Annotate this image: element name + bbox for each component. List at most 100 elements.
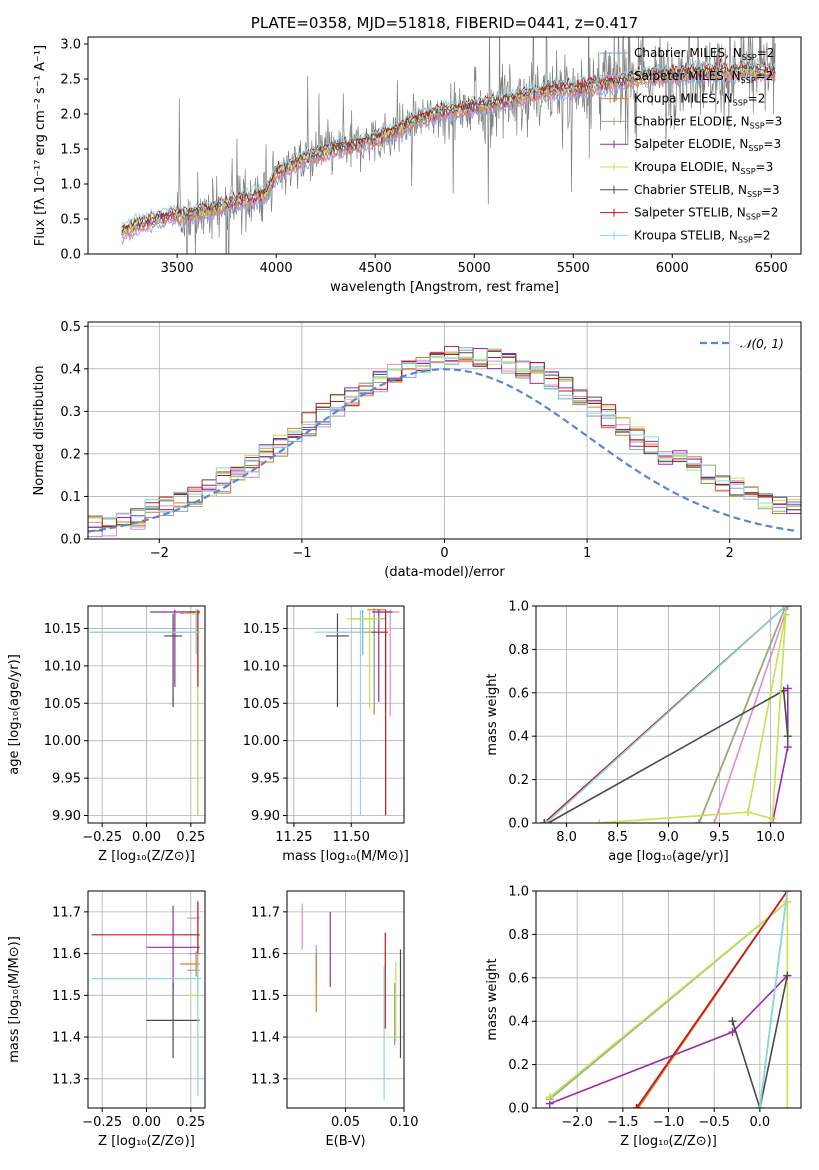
legend-label: Salpeter MILES, NSSP=2 [634,69,773,85]
x-tick-label: −1 [292,546,311,561]
y-axis-label: Flux [fλ 10⁻¹⁷ erg cm⁻² s⁻¹ A⁻¹] [33,45,48,246]
figure-title: PLATE=0358, MJD=51818, FIBERID=0441, z=0… [251,14,638,32]
legend-nssp: =3 [765,114,783,128]
y-tick-label: 11.7 [251,905,280,920]
y-tick-label: 0.4 [508,1015,529,1030]
legend-nssp: =2 [753,228,771,242]
y-tick-label: 11.6 [52,947,81,962]
x-tick-label: 5500 [557,261,590,276]
y-tick-label: 10.05 [243,697,280,712]
residual-histogram [88,350,801,527]
y-tick-label: 0.4 [508,730,529,745]
y-tick-label: 0.0 [508,1102,529,1117]
legend-label: Chabrier MILES, NSSP=2 [634,46,774,62]
x-tick-label: 10.0 [756,830,785,845]
y-tick-label: 0.4 [60,362,81,377]
y-tick-label: 11.6 [251,947,280,962]
axes-spectrum [84,36,802,258]
x-tick-label: 4000 [260,261,293,276]
model-spectrum [121,57,776,227]
axes-mass-vs-Z [84,890,206,1112]
x-tick-label: 11.50 [333,830,370,845]
x-tick-label: 3500 [161,261,194,276]
residual-histogram [88,348,801,519]
y-tick-label: 11.7 [52,905,81,920]
y-tick-label: 11.4 [52,1031,81,1046]
y-tick-label: 0.5 [60,213,81,228]
x-tick-label: 0.05 [331,1115,360,1130]
y-tick-label: 0.6 [508,971,529,986]
x-tick-label: 0.25 [176,1115,205,1130]
x-axis-label: Z [log₁₀(Z/Z⊙)] [620,1134,717,1149]
legend-nssp: =3 [756,160,774,174]
mass-weight-line [599,614,787,823]
legend-nssp: =2 [748,92,766,106]
legend-nssp: =2 [761,206,779,220]
y-tick-label: 0.2 [508,1058,529,1073]
axes-frame [286,605,405,824]
x-tick-label: −2 [150,546,169,561]
axes-age-vs-Z [84,605,206,827]
plot-area-massweight-vs-age [540,606,792,823]
x-tick-label: 6500 [755,261,788,276]
normal-curve [88,368,799,533]
x-tick-label: 1 [583,546,591,561]
x-tick-label: 0.0 [750,1115,771,1130]
y-axis-label: mass weight [485,673,500,755]
y-tick-label: 0.5 [60,320,81,335]
plot-area-age-vs-Z [89,609,200,816]
x-tick-label: −2.0 [561,1115,593,1130]
legend-subscript: SSP [747,190,762,199]
mass-weight-line [635,891,788,1108]
legend-nssp: =3 [762,183,780,197]
legend-label: Kroupa STELIB, NSSP=2 [634,228,771,244]
y-tick-label: 0.8 [508,643,529,658]
mass-weight-line [731,975,789,1108]
residual-histogram [88,352,801,532]
y-tick-label: 0.2 [60,447,81,462]
y-tick-label: 9.90 [52,809,81,824]
y-tick-label: 10.10 [243,659,280,674]
axes-residuals [84,321,802,543]
x-tick-label: 4500 [359,261,392,276]
y-tick-label: 2.5 [60,73,81,88]
x-tick-label: −1.5 [607,1115,639,1130]
plot-area-residuals [88,346,801,538]
y-tick-label: 10.00 [243,734,280,749]
plot-area-spectrum [121,37,776,254]
plot-area-age-vs-mass [314,608,400,816]
legend-nssp: =3 [763,137,781,151]
axes-massweight-vs-Z [532,890,802,1112]
legend-subscript: SSP [741,76,756,85]
x-axis-label: E(B-V) [325,1134,365,1149]
legend-subscript: SSP [748,144,763,153]
legend-subscript: SSP [741,167,756,176]
y-tick-label: 0.2 [508,773,529,788]
y-tick-label: 0.6 [508,686,529,701]
x-tick-label: 0.00 [132,1115,161,1130]
y-tick-label: 0.0 [60,533,81,548]
y-axis-label: mass [log₁₀(M/M⊙)] [7,936,22,1063]
y-tick-label: 11.3 [251,1072,280,1087]
legend-nssp: =2 [757,46,775,60]
y-tick-label: 10.00 [44,734,81,749]
y-axis-label: age [log₁₀(age/yr)] [7,654,22,775]
legend-subscript: SSP [733,99,748,108]
y-tick-label: 11.4 [251,1031,280,1046]
y-tick-label: 11.5 [251,989,280,1004]
y-tick-label: 11.3 [52,1072,81,1087]
x-axis-label: age [log₁₀(age/yr)] [608,849,729,864]
y-tick-label: 10.15 [44,622,81,637]
residual-histogram [88,347,801,528]
plot-area-massweight-vs-Z [545,891,792,1108]
legend-label: Kroupa MILES, NSSP=2 [634,92,765,108]
y-tick-label: 0.0 [508,817,529,832]
y-tick-label: 9.90 [251,809,280,824]
plot-area-mass-vs-Z [91,901,202,1096]
x-tick-label: 9.5 [709,830,730,845]
axes-frame [87,36,802,255]
legend-nssp: =2 [756,69,774,83]
x-tick-label: 6000 [656,261,689,276]
legend-subscript: SSP [742,53,757,62]
legend-label: Kroupa ELODIE, NSSP=3 [634,160,773,176]
